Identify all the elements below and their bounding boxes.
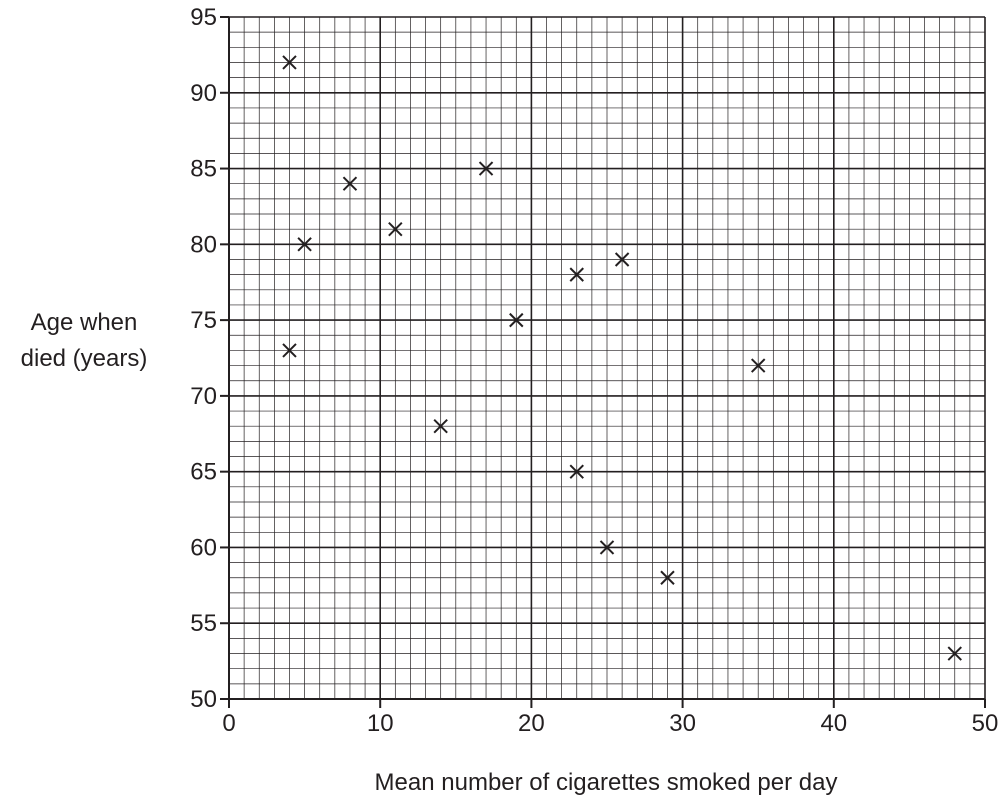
data-point-cross: [282, 55, 297, 70]
y-tick-label: 50: [190, 686, 217, 713]
y-tick-label: 60: [190, 534, 217, 561]
y-tick-label: 65: [190, 459, 217, 486]
data-point-cross: [282, 343, 297, 358]
data-point-cross: [388, 221, 403, 237]
data-point-cross: [614, 252, 630, 267]
data-point-cross: [660, 570, 675, 585]
y-tick-label: 80: [190, 231, 217, 258]
y-tick-label: 75: [190, 307, 217, 334]
data-point-cross: [433, 418, 448, 434]
data-point-cross: [569, 464, 584, 479]
x-tick-label: 50: [972, 710, 999, 737]
minor-grid: [228, 16, 986, 700]
axes: [220, 16, 986, 708]
y-axis-label-line-2: died (years): [21, 345, 148, 372]
data-point-cross: [947, 646, 962, 661]
y-tick-label: 90: [190, 80, 217, 107]
data-point-cross: [509, 312, 524, 328]
x-axis-label: Mean number of cigarettes smoked per day: [375, 769, 838, 796]
x-tick-label: 40: [820, 710, 847, 737]
data-point-cross: [569, 267, 584, 282]
data-point-cross: [342, 176, 358, 191]
data-points: [282, 55, 962, 661]
y-axis-label-line-1: Age when: [31, 309, 138, 336]
data-point-cross: [750, 358, 766, 373]
x-tick-label: 10: [367, 710, 394, 737]
y-tick-label: 95: [190, 4, 217, 31]
y-tick-label: 70: [190, 383, 217, 410]
x-tick-label: 20: [518, 710, 545, 737]
data-point-cross: [599, 540, 615, 555]
x-tick-labels: 0 10 20 30 40 50: [222, 710, 998, 737]
y-tick-label: 85: [190, 156, 217, 183]
x-tick-label: 0: [222, 710, 235, 737]
y-tick-labels: 50 55 60 65 70 75 80 85 90 95: [190, 4, 217, 713]
y-tick-label: 55: [190, 610, 217, 637]
data-point-cross: [297, 237, 312, 252]
x-tick-label: 30: [669, 710, 696, 737]
data-point-cross: [478, 161, 494, 176]
